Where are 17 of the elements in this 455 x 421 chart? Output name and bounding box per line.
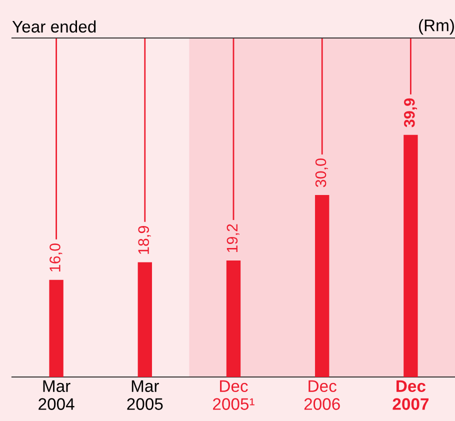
data-label: 16,0	[50, 244, 62, 272]
x-tick-label: Mar 2004	[38, 380, 74, 410]
chart-title: Year ended	[12, 20, 96, 33]
data-label: 39,9	[404, 98, 418, 128]
x-tick-label: Dec 2006	[304, 380, 340, 410]
bar	[226, 260, 241, 377]
bar	[138, 262, 152, 377]
x-tick-label: Mar 2005	[127, 380, 163, 410]
bar	[315, 194, 330, 377]
bar	[404, 134, 418, 377]
x-tick-label: Dec 2007	[392, 380, 429, 410]
bar	[49, 280, 64, 377]
text: (Rm)	[419, 19, 454, 35]
data-label: 19,2	[226, 224, 240, 252]
data-label: 18,9	[138, 226, 151, 254]
data-label: 30,0	[315, 158, 328, 188]
x-tick-label: Dec 2005¹	[213, 380, 254, 410]
